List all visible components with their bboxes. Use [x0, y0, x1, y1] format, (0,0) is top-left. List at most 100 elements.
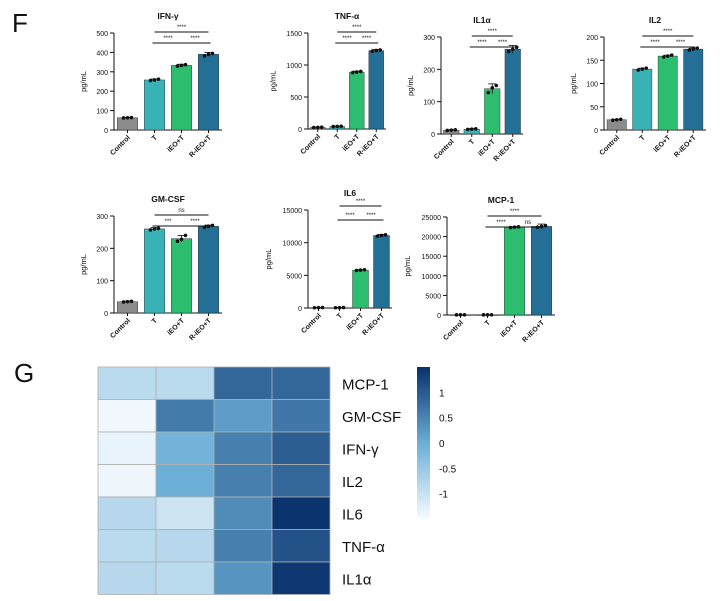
y-tick-label: 100 — [586, 82, 598, 89]
x-tick-label: T — [336, 312, 344, 320]
heatmap-cell — [97, 496, 157, 530]
y-tick-label: 1500 — [286, 31, 302, 38]
y-axis-title: pg/mL — [406, 75, 415, 96]
data-point — [669, 53, 674, 57]
y-tick-label: 300 — [96, 214, 108, 221]
heatmap-cell — [271, 464, 331, 498]
data-point — [125, 299, 130, 304]
x-tick-label: Control — [300, 312, 323, 335]
y-tick-label: 150 — [586, 58, 598, 65]
x-tick-label: Control — [442, 319, 465, 342]
significance-label: **** — [352, 25, 362, 31]
data-point — [350, 70, 355, 75]
bar-iEO+T — [171, 65, 192, 131]
data-point — [121, 116, 126, 120]
data-point — [202, 54, 207, 58]
heatmap-cell — [213, 431, 273, 465]
x-tick-label: T — [484, 319, 492, 327]
significance-label: **** — [366, 213, 376, 219]
y-tick-label: 0 — [298, 306, 302, 313]
x-tick-label: iEO+T — [653, 134, 673, 154]
panel-label-f: F — [12, 8, 28, 38]
data-point — [152, 78, 157, 82]
y-tick-label: 100 — [96, 109, 108, 116]
data-point — [473, 127, 478, 131]
x-tick-label: R-iEO+T — [673, 134, 698, 159]
x-tick-label: R-iEO+T — [356, 133, 381, 158]
data-point — [449, 128, 454, 132]
data-point — [121, 300, 126, 304]
data-point — [644, 66, 649, 70]
data-point — [374, 48, 379, 53]
x-tick-label: T — [468, 138, 476, 146]
significance-label: **** — [676, 40, 686, 46]
significance-label: **** — [510, 209, 520, 215]
colorbar-tick-label: 0.5 — [439, 414, 453, 425]
x-tick-label: iEO+T — [167, 134, 187, 154]
x-tick-label: R-iEO+T — [188, 317, 213, 342]
data-point — [129, 299, 134, 304]
bar-iEO+T — [504, 226, 525, 316]
heatmap-cell — [271, 529, 331, 563]
y-tick-label: 500 — [96, 31, 108, 38]
data-point — [156, 226, 161, 231]
y-tick-label: 5000 — [286, 273, 302, 280]
bar-R-iEO+T — [683, 48, 704, 131]
significance-label: **** — [190, 219, 200, 225]
data-point — [183, 233, 188, 238]
significance-label: **** — [496, 220, 506, 226]
data-point — [331, 124, 336, 129]
data-point — [489, 312, 494, 317]
data-point — [335, 124, 340, 129]
chart-title: MCP-1 — [488, 195, 515, 205]
data-point — [691, 47, 696, 51]
data-point — [481, 313, 486, 317]
x-tick-label: T — [334, 133, 342, 141]
data-point — [378, 48, 383, 52]
data-point — [695, 46, 700, 50]
heatmap-cell — [213, 561, 273, 595]
y-tick-label: 20000 — [422, 235, 442, 242]
x-tick-label: R-iEO+T — [521, 319, 546, 344]
y-axis-title: pg/mL — [264, 249, 273, 270]
heatmap-cell — [155, 561, 215, 595]
significance-label: ns — [178, 208, 184, 214]
bar-Control — [117, 117, 138, 131]
colorbar-tick-label: -0.5 — [439, 464, 457, 475]
x-tick-label: Control — [109, 317, 132, 340]
y-tick-label: 50 — [590, 105, 598, 112]
significance-label: **** — [342, 36, 352, 42]
heatmap-cell — [213, 366, 273, 400]
data-point — [210, 223, 215, 228]
y-tick-label: 200 — [586, 35, 598, 42]
heatmap-row-label: MCP-1 — [342, 376, 389, 393]
panel-label-g: G — [14, 358, 35, 388]
colorbar-tick-label: 1 — [439, 388, 445, 399]
significance-label: **** — [190, 36, 200, 42]
heatmap-row-label: TNF-α — [342, 539, 385, 556]
y-axis-title: pg/mL — [79, 71, 88, 92]
data-point — [453, 127, 458, 132]
chart-title: IFN-γ — [157, 11, 179, 21]
bar-R-iEO+T — [368, 50, 384, 130]
y-tick-label: 10000 — [422, 274, 442, 281]
heatmap-column-label: Control — [106, 599, 148, 601]
y-tick-label: 15000 — [283, 208, 303, 215]
y-tick-label: 100 — [96, 279, 108, 286]
data-point — [179, 237, 184, 242]
x-tick-label: R-iEO+T — [188, 134, 213, 159]
data-point — [152, 227, 157, 231]
data-point — [129, 115, 134, 120]
heatmap-cell — [97, 464, 157, 498]
y-tick-label: 200 — [96, 89, 108, 96]
y-tick-label: 5000 — [425, 293, 441, 300]
chart-title: IL2 — [649, 15, 662, 25]
significance-label: *** — [164, 219, 172, 225]
data-point — [156, 77, 161, 81]
data-point — [375, 234, 380, 238]
heatmap-cell — [213, 464, 273, 498]
bar-iEO+T — [171, 238, 192, 314]
